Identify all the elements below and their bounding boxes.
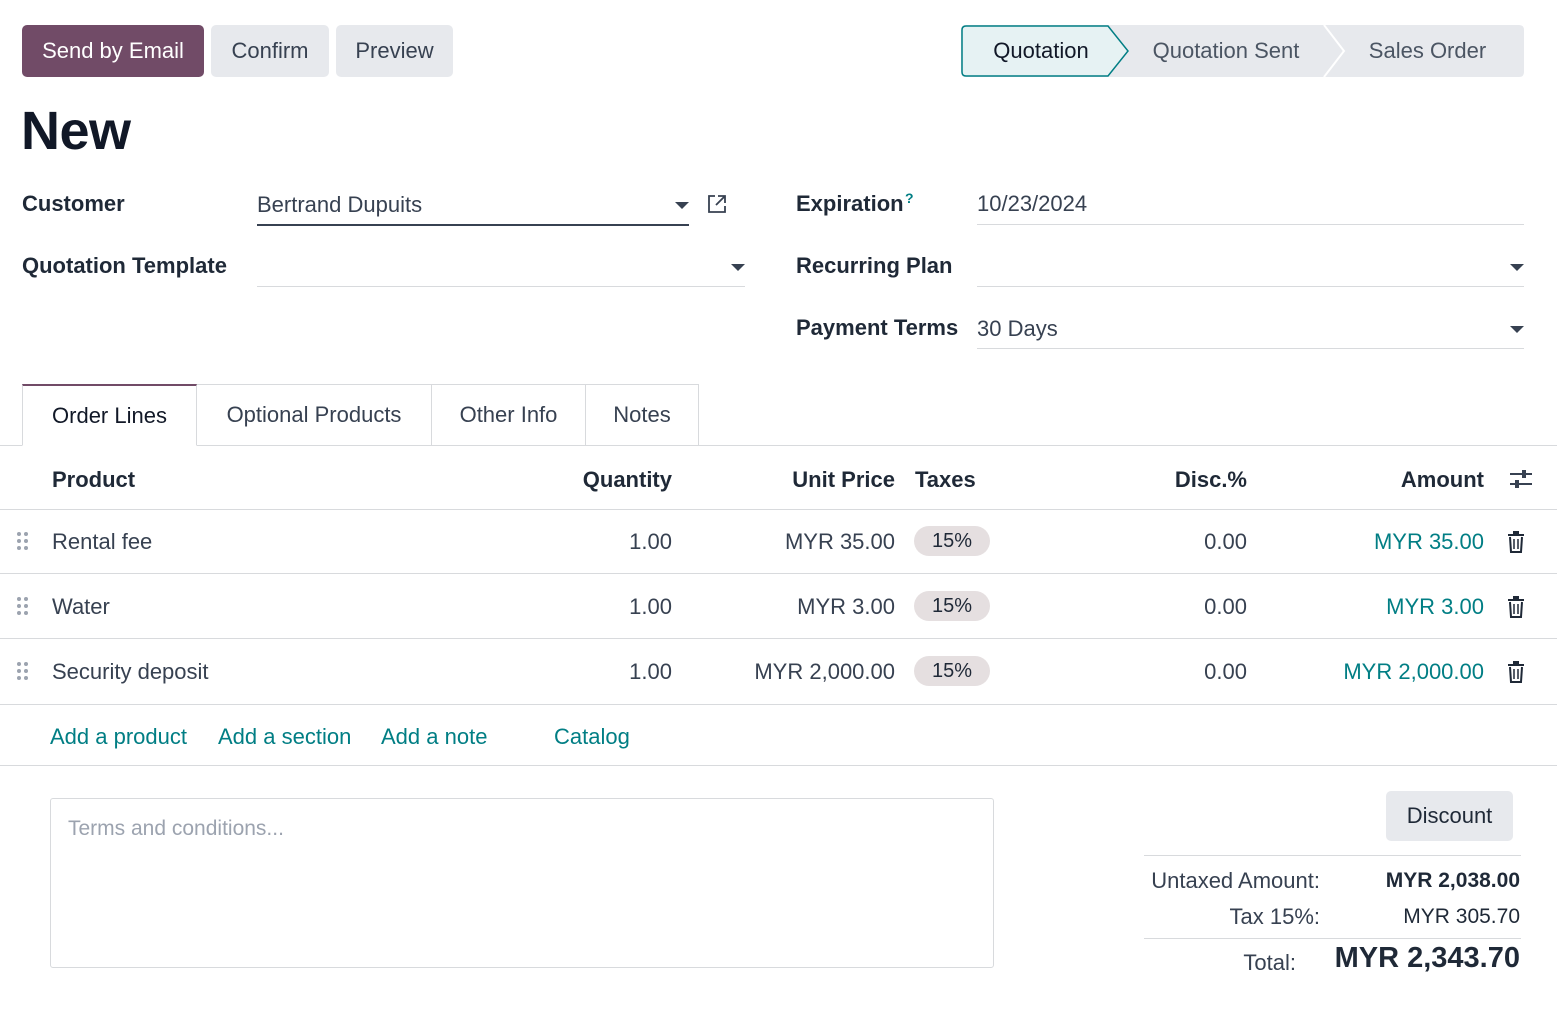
column-header-discount[interactable]: Disc.%	[1174, 467, 1247, 492]
confirm-button[interactable]: Confirm	[211, 25, 329, 77]
column-header-amount[interactable]: Amount	[1400, 467, 1484, 492]
external-link-icon[interactable]	[706, 193, 728, 215]
tax-label: Tax 15%:	[1229, 904, 1321, 929]
stage-separator	[1323, 25, 1346, 77]
row-divider	[0, 638, 1557, 639]
recurring-plan-dropdown-icon[interactable]	[1510, 264, 1524, 271]
drag-handle-icon[interactable]	[16, 531, 30, 551]
cell-discount[interactable]: 0.00	[1204, 659, 1247, 684]
recurring-plan-label: Recurring Plan	[796, 253, 953, 278]
quotation-template-label: Quotation Template	[22, 253, 227, 278]
customer-field[interactable]: Bertrand Dupuits	[257, 192, 423, 217]
quotation-template-underline	[257, 286, 745, 287]
stage-bg-quotation	[961, 25, 1129, 77]
cell-amount: MYR 3.00	[1386, 594, 1484, 619]
tab-other-info[interactable]: Other Info	[431, 384, 586, 446]
cell-discount[interactable]: 0.00	[1204, 594, 1247, 619]
record-title: New	[21, 101, 131, 161]
cell-product[interactable]: Security deposit	[52, 659, 209, 684]
expiration-field[interactable]: 10/23/2024	[977, 191, 1088, 216]
customer-dropdown-icon[interactable]	[675, 202, 689, 209]
drag-handle-icon[interactable]	[16, 596, 30, 616]
help-icon[interactable]: ?	[905, 190, 914, 206]
cell-amount: MYR 2,000.00	[1343, 659, 1484, 684]
payment-terms-dropdown-icon[interactable]	[1510, 326, 1524, 333]
stage-quotation-sent[interactable]: Quotation Sent	[1152, 38, 1300, 63]
column-header-unit-price[interactable]: Unit Price	[792, 467, 895, 492]
discount-button[interactable]: Discount	[1386, 791, 1513, 841]
payment-terms-field[interactable]: 30 Days	[977, 316, 1058, 341]
customer-field-underline	[257, 224, 689, 226]
column-header-taxes[interactable]: Taxes	[915, 467, 976, 492]
totals-top-divider	[1144, 855, 1521, 856]
totals-divider	[1144, 938, 1521, 939]
expiration-underline	[977, 224, 1524, 225]
cell-quantity[interactable]: 1.00	[629, 659, 672, 684]
tax-badge[interactable]: 15%	[914, 656, 990, 686]
cell-unit-price[interactable]: MYR 35.00	[784, 529, 895, 554]
tabs-divider	[0, 445, 1557, 446]
drag-handle-icon[interactable]	[16, 661, 30, 681]
trash-icon[interactable]	[1507, 531, 1525, 553]
cell-quantity[interactable]: 1.00	[629, 529, 672, 554]
trash-icon[interactable]	[1507, 596, 1525, 618]
cell-discount[interactable]: 0.00	[1204, 529, 1247, 554]
send-by-email-button[interactable]: Send by Email	[22, 25, 204, 77]
catalog-link[interactable]: Catalog	[554, 724, 630, 749]
stage-sales-order[interactable]: Sales Order	[1368, 38, 1487, 63]
quotation-template-dropdown-icon[interactable]	[731, 264, 745, 271]
customer-label: Customer	[22, 191, 125, 216]
tax-value: MYR 305.70	[1403, 905, 1520, 928]
column-settings-icon[interactable]	[1509, 468, 1533, 490]
add-note-link[interactable]: Add a note	[381, 724, 488, 749]
expiration-label: Expiration	[796, 191, 904, 216]
stage-quotation[interactable]: Quotation	[993, 38, 1089, 63]
tax-badge[interactable]: 15%	[914, 526, 990, 556]
total-value: MYR 2,343.70	[1334, 942, 1520, 974]
tab-notes[interactable]: Notes	[585, 384, 699, 446]
column-header-quantity[interactable]: Quantity	[582, 467, 672, 492]
payment-terms-label: Payment Terms	[796, 315, 959, 340]
untaxed-amount-label: Untaxed Amount:	[1151, 868, 1320, 893]
trash-icon[interactable]	[1507, 661, 1525, 683]
terms-and-conditions-input[interactable]	[50, 798, 994, 968]
row-divider	[0, 573, 1557, 574]
status-bar: Quotation Quotation Sent Sales Order	[961, 25, 1524, 77]
table-footer-divider	[0, 765, 1557, 766]
add-section-link[interactable]: Add a section	[218, 724, 352, 749]
stage-bg-sales-order	[1323, 25, 1524, 77]
recurring-plan-underline	[977, 286, 1524, 287]
tab-order-lines[interactable]: Order Lines	[22, 384, 197, 446]
cell-product[interactable]: Water	[52, 594, 110, 619]
add-product-link[interactable]: Add a product	[50, 724, 187, 749]
status-bar-shapes	[961, 25, 1524, 77]
cell-quantity[interactable]: 1.00	[629, 594, 672, 619]
cell-unit-price[interactable]: MYR 2,000.00	[754, 659, 895, 684]
payment-terms-underline	[977, 348, 1524, 349]
table-header-divider	[0, 509, 1557, 510]
row-divider	[0, 704, 1557, 705]
tab-optional-products[interactable]: Optional Products	[196, 384, 432, 446]
column-header-product[interactable]: Product	[52, 467, 136, 492]
untaxed-amount-value: MYR 2,038.00	[1385, 869, 1520, 892]
cell-product[interactable]: Rental fee	[52, 529, 153, 554]
cell-unit-price[interactable]: MYR 3.00	[797, 594, 895, 619]
total-label: Total:	[1243, 950, 1296, 975]
tax-badge[interactable]: 15%	[914, 591, 990, 621]
preview-button[interactable]: Preview	[336, 25, 453, 77]
cell-amount: MYR 35.00	[1373, 529, 1484, 554]
